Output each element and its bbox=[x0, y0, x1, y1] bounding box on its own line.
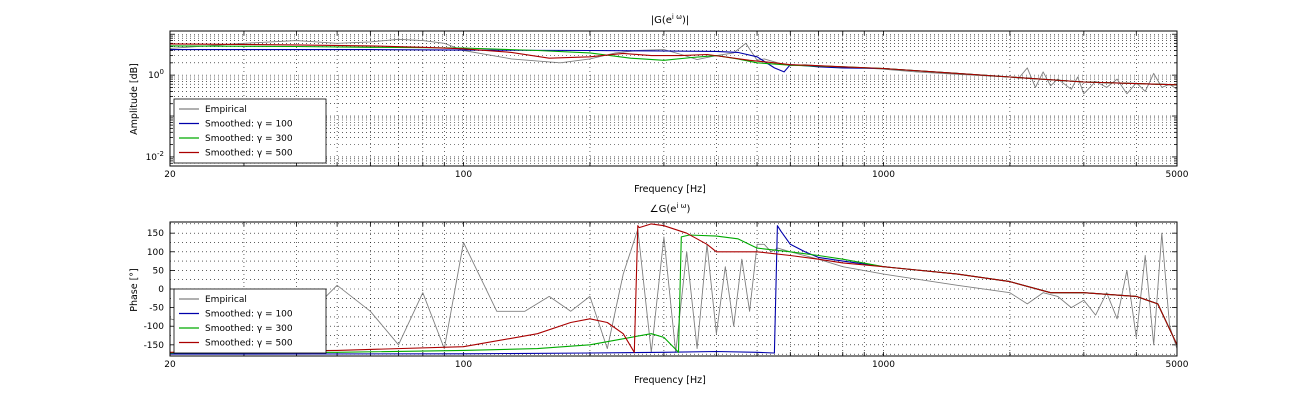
amplitude-legend-label: Smoothed: γ = 100 bbox=[205, 120, 293, 130]
phase-x-axis-label: Frequency [Hz] bbox=[634, 375, 706, 386]
phase-y-tick-label: 50 bbox=[153, 266, 165, 276]
amplitude-legend: Empirical Smoothed: γ = 100 Smoothed: γ = … bbox=[173, 98, 327, 164]
phase-axes: 20 100 1000 5000 -150 -100 -50 0 50 100 150 Empiric… bbox=[144, 221, 1189, 370]
amplitude-y-tick-label: 100 bbox=[148, 68, 164, 81]
phase-legend-label: Smoothed: γ = 500 bbox=[205, 339, 293, 349]
phase-y-tick-label: -150 bbox=[144, 341, 165, 351]
amplitude-legend-box bbox=[173, 98, 327, 164]
phase-y-tick-label: 100 bbox=[147, 248, 164, 258]
phase-title: ∠G(ei ω) bbox=[650, 202, 691, 215]
phase-legend: Empirical Smoothed: γ = 100 Smoothed: γ = … bbox=[173, 288, 327, 354]
phase-legend-box bbox=[173, 288, 327, 354]
phase-series-line-0 bbox=[169, 228, 1178, 353]
amplitude-axes-frame bbox=[169, 30, 1178, 167]
phase-legend-label: Smoothed: γ = 300 bbox=[205, 324, 293, 334]
amplitude-y-axis-label: Amplitude [dB] bbox=[129, 63, 140, 135]
phase-axes-frame bbox=[169, 221, 1178, 357]
phase-y-tick-label: -100 bbox=[144, 322, 165, 332]
amplitude-axes: 20 100 1000 5000 100 10-2 Empirical Smoothed: γ… bbox=[146, 30, 1189, 180]
amplitude-legend-label: Smoothed: γ = 300 bbox=[205, 134, 293, 144]
phase-legend-label: Smoothed: γ = 100 bbox=[205, 310, 293, 320]
amplitude-series-group bbox=[169, 38, 1178, 95]
phase-x-tick-label: 20 bbox=[164, 360, 176, 370]
amplitude-y-tick-label: 10-2 bbox=[146, 150, 164, 163]
amplitude-panel: |G(ei ω)| 20 100 1000 5000 100 10-2 Empirical S… bbox=[129, 13, 1189, 195]
phase-y-tick-label: 0 bbox=[158, 285, 164, 295]
phase-series-group bbox=[169, 223, 1178, 355]
phase-y-tick-label: -50 bbox=[149, 304, 164, 314]
amplitude-x-axis-label: Frequency [Hz] bbox=[634, 184, 706, 195]
amplitude-x-tick-label: 20 bbox=[164, 170, 176, 180]
amplitude-x-tick-label: 100 bbox=[455, 170, 472, 180]
phase-y-tick-label: 150 bbox=[147, 229, 164, 239]
phase-x-tick-label: 5000 bbox=[1166, 360, 1189, 370]
phase-series-line-3 bbox=[169, 223, 1178, 353]
amplitude-x-tick-label: 1000 bbox=[872, 170, 895, 180]
amplitude-series-line-3 bbox=[169, 43, 1178, 86]
amplitude-legend-label: Smoothed: γ = 500 bbox=[205, 149, 293, 159]
phase-legend-label: Empirical bbox=[205, 295, 247, 305]
amplitude-plot-area bbox=[170, 31, 1177, 166]
amplitude-legend-label: Empirical bbox=[205, 105, 247, 115]
amplitude-title: |G(ei ω)| bbox=[651, 13, 690, 26]
phase-panel: ∠G(ei ω) 20 100 1000 5000 -150 -100 -50 0 50 100 1… bbox=[129, 202, 1189, 386]
phase-x-tick-label: 100 bbox=[455, 360, 472, 370]
phase-y-axis-label: Phase [°] bbox=[129, 268, 140, 312]
amplitude-x-tick-label: 5000 bbox=[1166, 170, 1189, 180]
phase-x-tick-label: 1000 bbox=[872, 360, 895, 370]
